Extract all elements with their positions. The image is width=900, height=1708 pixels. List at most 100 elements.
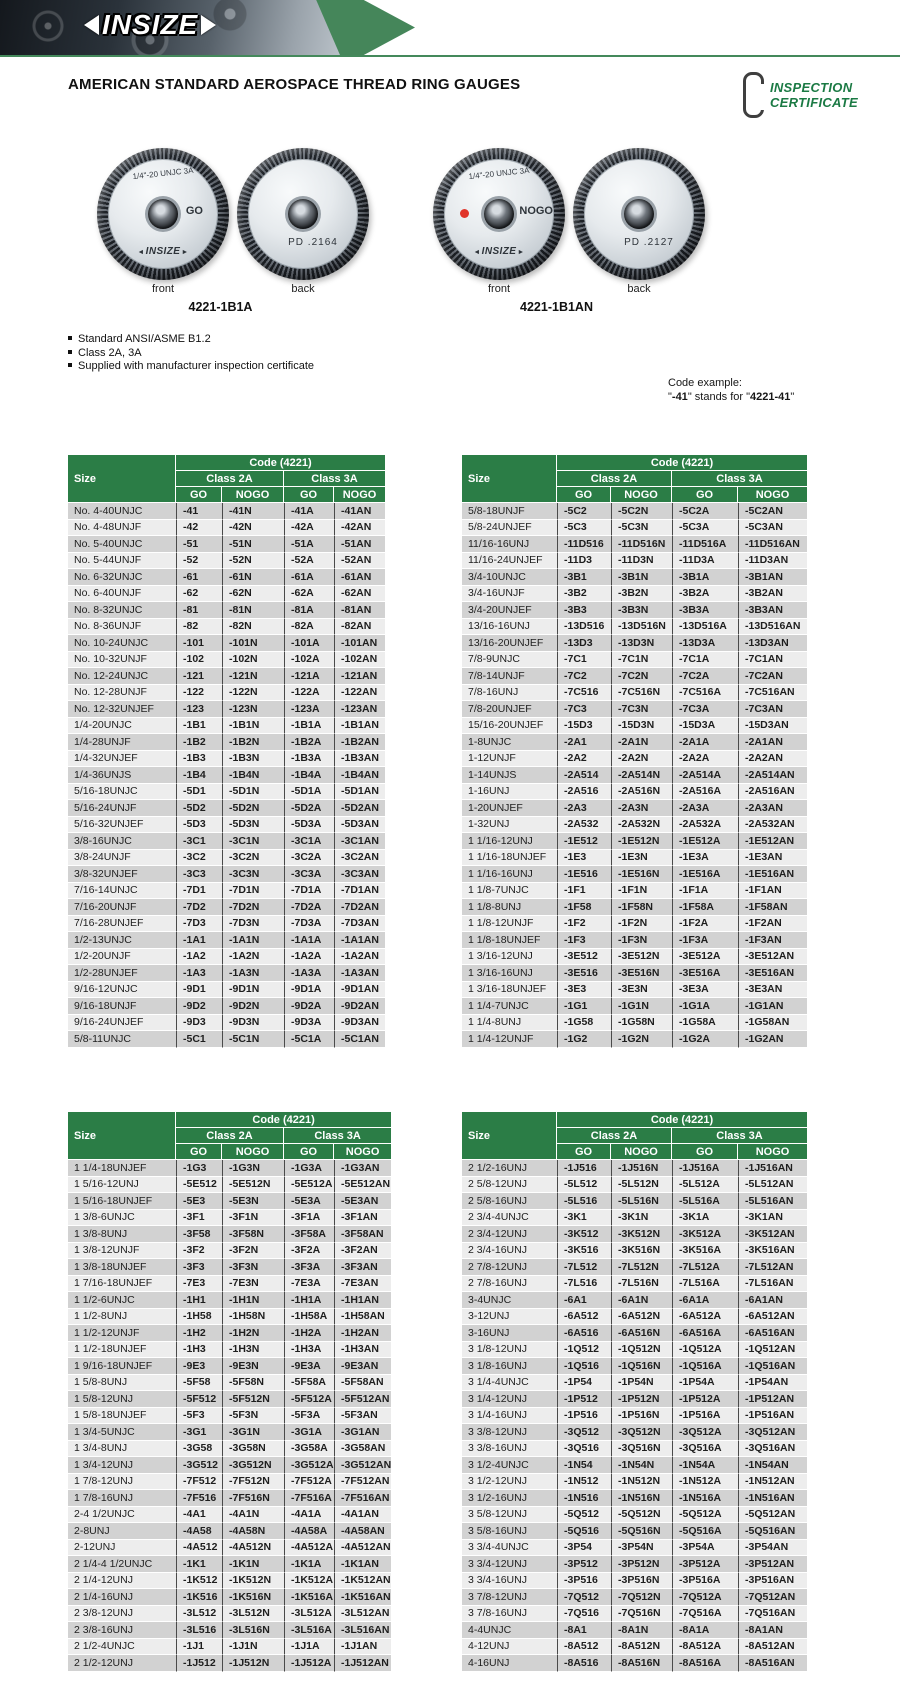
- code-cell: -2A2AN: [738, 750, 807, 767]
- code-cell: -5E3A: [284, 1193, 334, 1210]
- page-header-band: INSIZE: [0, 0, 900, 57]
- code-cell: -1N512N: [611, 1473, 672, 1490]
- code-cell: -5C3AN: [738, 519, 807, 536]
- code-cell: -1H1AN: [334, 1292, 392, 1309]
- code-cell: -2A532A: [672, 816, 738, 833]
- code-cell: -5L516N: [611, 1193, 672, 1210]
- code-cell: -8A516AN: [738, 1655, 807, 1672]
- code-cell: -1F58N: [611, 899, 672, 916]
- ring-marking: 1/4"-20 UNJC 3A: [468, 165, 530, 182]
- insize-mini-logo: INSIZE: [97, 246, 229, 257]
- code-cell: -3G512: [176, 1457, 222, 1474]
- code-cell: -1K512A: [284, 1572, 334, 1589]
- code-cell: -7D3A: [284, 915, 334, 932]
- code-cell: -3E3A: [672, 981, 738, 998]
- code-cell: -1K512AN: [334, 1572, 392, 1589]
- size-cell: 1 5/16-18UNJEF: [68, 1193, 176, 1210]
- code-cell: -3G58AN: [334, 1440, 392, 1457]
- size-cell: No. 12-24UNJC: [68, 668, 176, 685]
- code-cell: -3F2AN: [334, 1242, 392, 1259]
- spec-table-4: Size Code (4221) Class 2A Class 3A GO NO…: [462, 1112, 807, 1672]
- code-cell: -6A516A: [672, 1325, 738, 1342]
- table-row: 3 3/8-16UNJ -3Q516 -3Q516N -3Q516A -3Q516AN: [462, 1440, 807, 1457]
- code-cell: -2A514N: [611, 767, 672, 784]
- code-cell: -8A516N: [611, 1655, 672, 1672]
- code-cell: -81N: [222, 602, 284, 619]
- size-cell: 1 7/16-18UNJEF: [68, 1275, 176, 1292]
- size-cell: 3 3/4-4UNJC: [462, 1539, 557, 1556]
- code-cell: -4A1: [176, 1506, 222, 1523]
- table-row: 3/8-24UNJF -3C2 -3C2N -3C2A -3C2AN: [68, 849, 385, 866]
- table-row: 1 1/2-12UNJF -1H2 -1H2N -1H2A -1H2AN: [68, 1325, 392, 1342]
- size-cell: 2 3/4-12UNJ: [462, 1226, 557, 1243]
- table-row: 1 1/8-8UNJ -1F58 -1F58N -1F58A -1F58AN: [462, 899, 807, 916]
- code-cell: -3G512AN: [334, 1457, 392, 1474]
- code-cell: -3B1: [557, 569, 611, 586]
- code-cell: -7E3A: [284, 1275, 334, 1292]
- col-header-nogo: NOGO: [611, 487, 672, 503]
- table-row: 1 5/8-18UNJEF -5F3 -5F3N -5F3A -5F3AN: [68, 1407, 392, 1424]
- code-cell: -1P516AN: [738, 1407, 807, 1424]
- code-cell: -1K512N: [222, 1572, 284, 1589]
- table-row: 11/16-16UNJ -11D516 -11D516N -11D516A -11D51…: [462, 536, 807, 553]
- table-row: 7/16-28UNJEF -7D3 -7D3N -7D3A -7D3AN: [68, 915, 385, 932]
- table-row: 3-12UNJ -6A512 -6A512N -6A512A -6A512AN: [462, 1308, 807, 1325]
- code-cell: -1P512AN: [738, 1391, 807, 1408]
- code-cell: -5E3N: [222, 1193, 284, 1210]
- code-cell: -82AN: [334, 618, 385, 635]
- table-row: 1 1/4-7UNJC -1G1 -1G1N -1G1A -1G1AN: [462, 998, 807, 1015]
- size-cell: 5/16-24UNJF: [68, 800, 176, 817]
- table-row: No. 10-32UNJF -102 -102N -102A -102AN: [68, 651, 385, 668]
- size-cell: 1/2-13UNJC: [68, 932, 176, 949]
- size-cell: 9/16-18UNJF: [68, 998, 176, 1015]
- back-view-label: back: [627, 283, 651, 295]
- size-cell: 1 3/4-5UNJC: [68, 1424, 176, 1441]
- code-cell: -121AN: [334, 668, 385, 685]
- code-cell: -5D1AN: [334, 783, 385, 800]
- table-row: 1 1/16-16UNJ -1E516 -1E516N -1E516A -1E516AN: [462, 866, 807, 883]
- table-row: 2 1/2-4UNJC -1J1 -1J1N -1J1A -1J1AN: [68, 1638, 392, 1655]
- code-cell: -1J1A: [284, 1638, 334, 1655]
- size-cell: 1 7/8-12UNJ: [68, 1473, 176, 1490]
- code-cell: -8A1AN: [738, 1622, 807, 1639]
- size-cell: 1 9/16-18UNJEF: [68, 1358, 176, 1375]
- code-cell: -3C3N: [222, 866, 284, 883]
- code-cell: -13D516A: [672, 618, 738, 635]
- code-cell: -7C516A: [672, 684, 738, 701]
- code-cell: -1E3: [557, 849, 611, 866]
- table-row: 2 1/4-4 1/2UNJC -1K1 -1K1N -1K1A -1K1AN: [68, 1556, 392, 1573]
- logo-left-arrow-icon: [84, 15, 99, 35]
- size-cell: 7/8-14UNJF: [462, 668, 557, 685]
- code-cell: -1B4AN: [334, 767, 385, 784]
- code-cell: -1Q516: [557, 1358, 611, 1375]
- code-cell: -1E512N: [611, 833, 672, 850]
- table-row: 7/8-14UNJF -7C2 -7C2N -7C2A -7C2AN: [462, 668, 807, 685]
- code-cell: -1E3AN: [738, 849, 807, 866]
- ring-hole: [288, 199, 318, 229]
- size-cell: 1/4-28UNJF: [68, 734, 176, 751]
- code-cell: -2A516AN: [738, 783, 807, 800]
- code-cell: -3K1A: [672, 1209, 738, 1226]
- code-cell: -42: [176, 519, 222, 536]
- code-cell: -5L516A: [672, 1193, 738, 1210]
- code-cell: -7C2AN: [738, 668, 807, 685]
- code-cell: -1A1AN: [334, 932, 385, 949]
- table-row: 1 1/2-8UNJ -1H58 -1H58N -1H58A -1H58AN: [68, 1308, 392, 1325]
- size-cell: 1-16UNJ: [462, 783, 557, 800]
- size-cell: 3 1/8-16UNJ: [462, 1358, 557, 1375]
- code-cell: -5D2N: [222, 800, 284, 817]
- code-cell: -3Q516A: [672, 1440, 738, 1457]
- code-cell: -123AN: [334, 701, 385, 718]
- code-cell: -4A58N: [222, 1523, 284, 1540]
- code-cell: -1F58: [557, 899, 611, 916]
- code-cell: -8A516: [557, 1655, 611, 1672]
- code-cell: -3P512AN: [738, 1556, 807, 1573]
- size-cell: 1 3/8-6UNJC: [68, 1209, 176, 1226]
- code-cell: -1H2N: [222, 1325, 284, 1342]
- code-cell: -7D1: [176, 882, 222, 899]
- code-cell: -3P516A: [672, 1572, 738, 1589]
- code-cell: -2A2N: [611, 750, 672, 767]
- code-cell: -3F2N: [222, 1242, 284, 1259]
- table-row: 3 7/8-12UNJ -7Q512 -7Q512N -7Q512A -7Q512AN: [462, 1589, 807, 1606]
- table-row: 1 1/8-12UNJF -1F2 -1F2N -1F2A -1F2AN: [462, 915, 807, 932]
